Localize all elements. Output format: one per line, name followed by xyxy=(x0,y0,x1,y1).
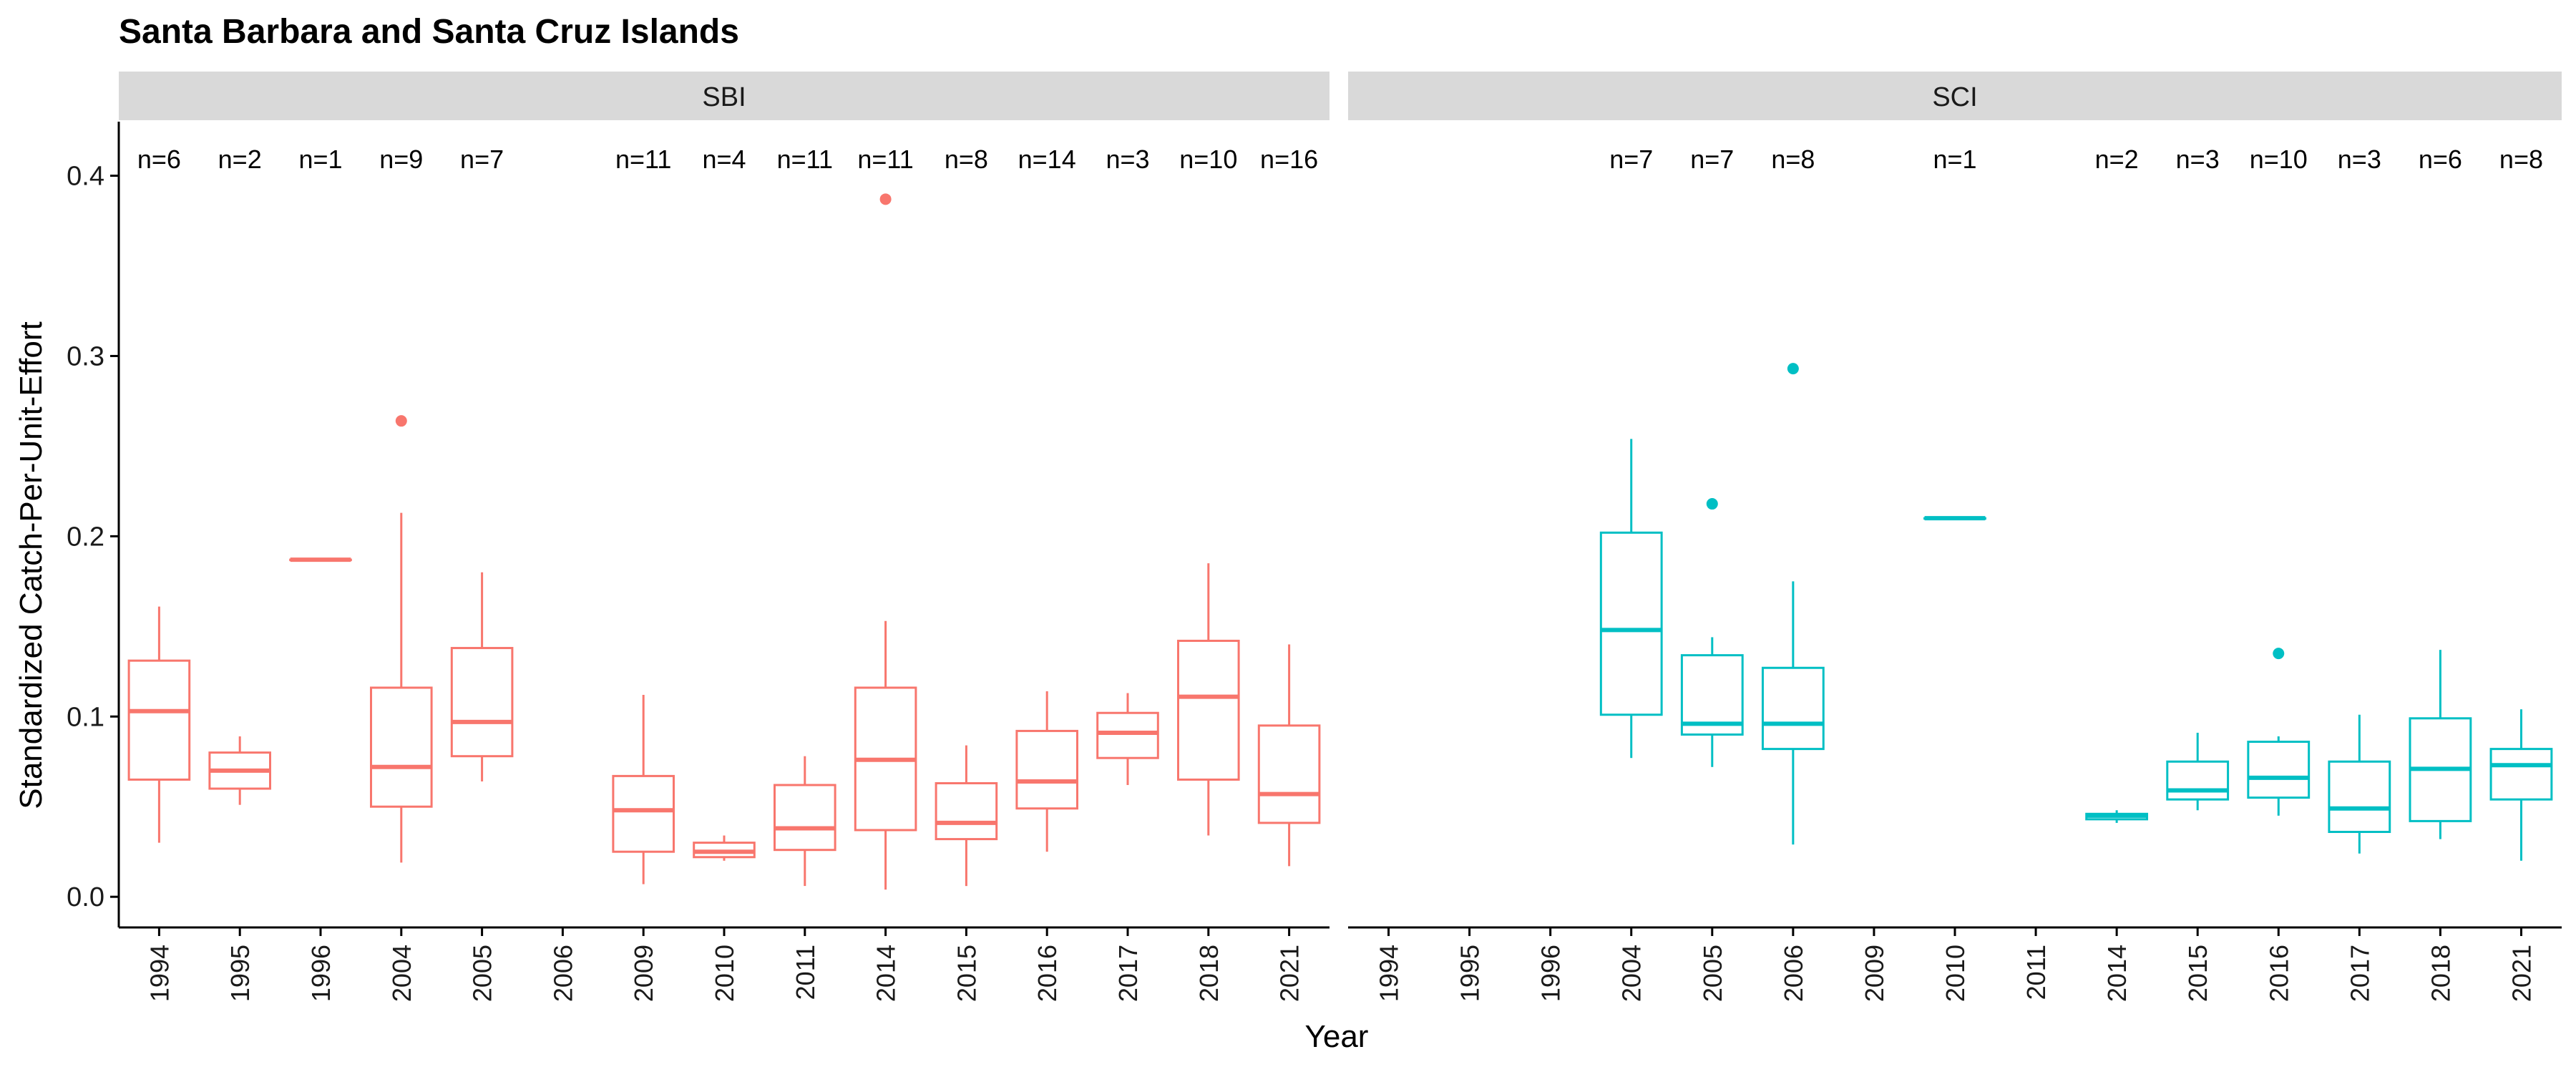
x-tick-label: 1995 xyxy=(225,945,255,1002)
box xyxy=(1761,666,1825,751)
x-tick-label: 2015 xyxy=(2183,945,2212,1002)
box xyxy=(935,781,998,841)
y-axis-label: Standardized Catch-Per-Unit-Effort xyxy=(14,321,49,809)
n-label: n=10 xyxy=(1179,145,1237,174)
n-label: n=14 xyxy=(1018,145,1076,174)
n-label: n=4 xyxy=(702,145,746,174)
box xyxy=(774,784,836,852)
facet-strip-label-sci: SCI xyxy=(1932,82,1977,112)
x-tick-label: 2004 xyxy=(387,945,416,1002)
n-label: n=8 xyxy=(2499,145,2543,174)
facet-strip-sci xyxy=(1348,72,2562,120)
outlier-point xyxy=(879,193,892,205)
x-tick-label: 2011 xyxy=(791,945,820,1000)
x-tick-label: 2016 xyxy=(2264,945,2293,1002)
n-label: n=11 xyxy=(777,145,833,174)
box xyxy=(2247,741,2311,799)
x-tick-label: 2005 xyxy=(1698,945,1727,1002)
x-tick-label: 2017 xyxy=(2345,945,2374,1002)
x-tick-label: 1996 xyxy=(1536,945,1566,1002)
facet-strip-sbi xyxy=(119,72,1330,120)
n-label: n=2 xyxy=(2095,145,2139,174)
box xyxy=(1257,724,1321,824)
n-label: n=3 xyxy=(2176,145,2220,174)
y-tick-label: 0.1 xyxy=(67,702,104,732)
x-tick-label: 2004 xyxy=(1617,945,1646,1002)
box xyxy=(1096,711,1159,759)
x-tick-label: 2021 xyxy=(1275,945,1304,1002)
n-label: n=11 xyxy=(615,145,671,174)
n-label: n=8 xyxy=(1771,145,1815,174)
outlier-point xyxy=(1787,363,1799,375)
box xyxy=(2328,760,2391,833)
box xyxy=(2166,760,2230,801)
n-label: n=6 xyxy=(2419,145,2462,174)
outlier-point xyxy=(395,415,407,427)
n-label: n=3 xyxy=(2338,145,2381,174)
x-tick-label: 1996 xyxy=(306,945,336,1002)
n-label: n=2 xyxy=(218,145,262,174)
box xyxy=(127,659,191,781)
x-tick-label: 2016 xyxy=(1033,945,1062,1002)
box xyxy=(612,774,675,853)
box xyxy=(2489,748,2553,801)
n-label: n=6 xyxy=(137,145,181,174)
x-tick-label: 2021 xyxy=(2507,945,2536,1002)
box xyxy=(370,686,433,808)
x-tick-label: 2006 xyxy=(1779,945,1808,1002)
x-tick-label: 2014 xyxy=(872,945,901,1002)
box xyxy=(1015,729,1079,810)
x-tick-label: 2006 xyxy=(548,945,577,1002)
y-tick-label: 0.2 xyxy=(67,522,104,552)
x-tick-label: 2015 xyxy=(952,945,981,1002)
x-tick-label: 2011 xyxy=(2021,945,2051,1000)
y-tick-label: 0.0 xyxy=(67,882,104,912)
n-label: n=7 xyxy=(460,145,504,174)
n-label: n=8 xyxy=(945,145,988,174)
outlier-point xyxy=(2273,648,2285,660)
outlier-point xyxy=(1706,498,1718,510)
x-tick-label: 1995 xyxy=(1455,945,1485,1002)
x-tick-label: 1994 xyxy=(145,945,174,1002)
box xyxy=(450,647,514,758)
n-label: n=10 xyxy=(2250,145,2308,174)
box xyxy=(1599,531,1663,716)
box xyxy=(1680,654,1744,736)
x-tick-label: 2009 xyxy=(629,945,658,1002)
n-label: n=1 xyxy=(298,145,342,174)
n-label: n=1 xyxy=(1933,145,1976,174)
x-tick-label: 2018 xyxy=(2426,945,2455,1002)
x-axis-label: Year xyxy=(1305,1019,1369,1054)
box xyxy=(1177,639,1240,781)
x-tick-label: 2017 xyxy=(1113,945,1143,1002)
n-label: n=16 xyxy=(1260,145,1318,174)
x-tick-label: 2018 xyxy=(1194,945,1224,1002)
n-label: n=9 xyxy=(379,145,423,174)
y-tick-label: 0.4 xyxy=(67,162,104,192)
chart-title: Santa Barbara and Santa Cruz Islands xyxy=(119,13,739,51)
x-tick-label: 2010 xyxy=(710,945,739,1002)
x-tick-label: 2014 xyxy=(2102,945,2132,1002)
x-tick-label: 2005 xyxy=(468,945,497,1002)
n-label: n=7 xyxy=(1609,145,1653,174)
n-label: n=11 xyxy=(857,145,913,174)
x-tick-label: 2009 xyxy=(1860,945,1889,1002)
x-tick-label: 2010 xyxy=(1941,945,1970,1002)
n-label: n=3 xyxy=(1106,145,1149,174)
x-tick-label: 1994 xyxy=(1375,945,1404,1002)
y-tick-label: 0.3 xyxy=(67,341,104,371)
n-label: n=7 xyxy=(1690,145,1734,174)
facet-strip-label-sbi: SBI xyxy=(702,82,746,112)
panels: SBI 0.0 0.1 0.2 0.3 0.4 1994 1995 1996 2004 2005 20… xyxy=(67,72,2562,1002)
